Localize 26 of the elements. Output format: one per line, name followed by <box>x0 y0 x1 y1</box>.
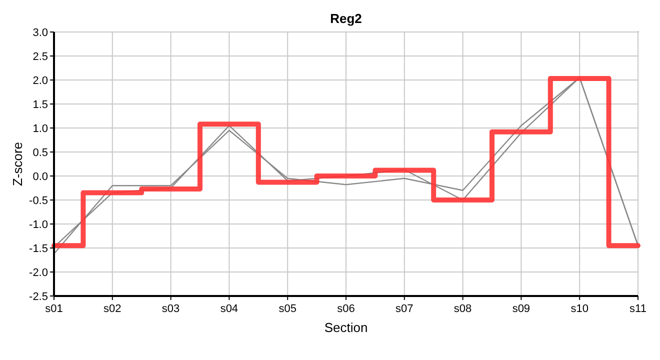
y-tick-label: 2.5 <box>32 50 48 63</box>
x-tick-label: s07 <box>396 303 414 315</box>
y-tick-label: 1.0 <box>32 122 48 135</box>
y-tick-label: -1.0 <box>29 218 48 231</box>
x-tick-label: s02 <box>104 303 122 315</box>
y-tick-label: -1.5 <box>29 242 48 255</box>
y-tick-label: 2.0 <box>32 74 48 87</box>
y-tick-label: -2.5 <box>29 290 48 303</box>
y-tick-label: 0.0 <box>32 170 48 183</box>
x-tick-label: s05 <box>278 303 296 315</box>
x-tick-label: s03 <box>162 303 180 315</box>
x-tick-label: s10 <box>570 303 588 315</box>
y-tick-label: 0.5 <box>32 146 48 159</box>
y-axis-title: Z-score <box>10 142 25 186</box>
x-tick-label: s09 <box>512 303 530 315</box>
x-tick-label: s06 <box>337 303 355 315</box>
x-tick-label: s11 <box>630 303 646 315</box>
chart-title: Reg2 <box>330 11 362 26</box>
x-tick-label: s01 <box>45 303 63 315</box>
y-tick-label: -0.5 <box>29 194 48 207</box>
x-axis-title: Section <box>324 320 368 335</box>
y-tick-label: -2.0 <box>29 266 48 279</box>
y-tick-label: 1.5 <box>32 98 48 111</box>
x-tick-label: s04 <box>220 303 238 315</box>
x-tick-label: s08 <box>454 303 472 315</box>
y-tick-label: 3.0 <box>32 26 48 39</box>
